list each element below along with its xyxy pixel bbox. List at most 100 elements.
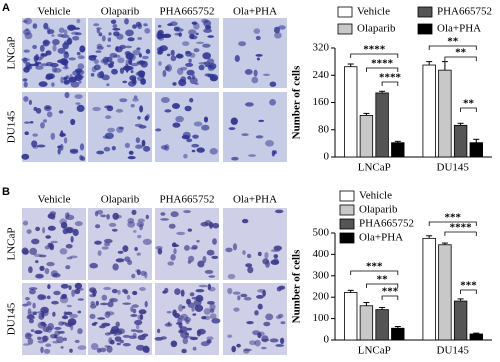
cell: [63, 76, 68, 81]
significance-label: ***: [382, 286, 399, 298]
cell: [27, 314, 35, 320]
cell: [64, 92, 70, 99]
legend-swatch: [339, 204, 355, 216]
cell: [192, 134, 199, 139]
column-label: Ola+PHA: [233, 6, 277, 18]
cell: [110, 19, 117, 24]
legend-swatch: [337, 6, 353, 18]
cell: [170, 253, 176, 261]
cell: [52, 39, 60, 46]
cell: [262, 289, 266, 297]
cell: [51, 300, 59, 305]
cell: [245, 102, 254, 107]
cell: [63, 29, 68, 35]
cell: [69, 148, 79, 153]
cell: [191, 244, 198, 250]
cell: [63, 79, 70, 85]
cell: [92, 289, 97, 295]
cell: [111, 68, 118, 75]
cell: [79, 155, 83, 161]
cell: [242, 250, 246, 255]
significance-bracket: [444, 56, 477, 61]
cell: [184, 245, 190, 251]
cell: [160, 218, 170, 221]
cell: [74, 282, 83, 290]
cell: [93, 23, 100, 27]
cell: [58, 110, 64, 114]
cell: [116, 342, 121, 346]
cell: [45, 235, 51, 239]
cell: [248, 154, 256, 157]
cell: [119, 126, 124, 130]
cell: [251, 76, 259, 84]
cell: [158, 61, 162, 66]
cell: [132, 97, 139, 102]
column-label: Vehicle: [38, 6, 71, 18]
cell: [126, 294, 131, 300]
cell: [43, 119, 47, 123]
cell: [258, 119, 265, 123]
error-bar: [394, 140, 401, 143]
cell: [200, 222, 209, 227]
cell: [54, 330, 60, 337]
cell: [71, 31, 79, 35]
error-bar: [379, 90, 386, 93]
cell: [249, 340, 257, 346]
cell: [136, 269, 141, 276]
cell: [96, 209, 104, 215]
x-tick-label: LNCaP: [358, 345, 391, 357]
cell: [188, 255, 195, 263]
row-label: DU145: [6, 110, 18, 143]
bar: [375, 92, 389, 158]
cell: [240, 293, 248, 298]
cell: [232, 243, 238, 251]
cell: [203, 61, 211, 66]
cell: [35, 107, 42, 114]
cell: [28, 318, 34, 324]
cell: [206, 249, 215, 256]
error-bar: [457, 122, 464, 126]
cell: [231, 345, 236, 353]
bar: [438, 244, 452, 341]
cell: [112, 28, 121, 31]
cell: [246, 253, 252, 259]
cell: [125, 66, 134, 71]
cell: [119, 339, 125, 344]
cell: [57, 47, 66, 54]
significance-bracket: [428, 45, 477, 50]
significance-label: ****: [450, 222, 473, 234]
legend-label: Olaparib: [359, 204, 398, 216]
cell: [59, 144, 64, 151]
cell: [104, 238, 113, 244]
cell: [23, 28, 31, 36]
cell: [181, 348, 187, 354]
cell: [137, 37, 143, 40]
cell: [265, 313, 274, 321]
cell: [237, 295, 241, 301]
cell: [189, 97, 194, 103]
cell: [59, 218, 67, 225]
bar: [344, 66, 358, 158]
cell: [51, 66, 58, 73]
y-axis-label: Number of cells: [291, 249, 303, 323]
cell: [130, 104, 135, 108]
cell: [25, 297, 30, 301]
cell: [164, 144, 170, 151]
cell: [93, 59, 100, 64]
cell: [32, 23, 38, 29]
column-label: Olaparib: [101, 6, 140, 18]
cell: [22, 78, 28, 82]
cell: [136, 329, 144, 333]
cell: [179, 326, 188, 333]
column-label: Olaparib: [101, 194, 140, 206]
cell: [203, 28, 213, 33]
y-tick-label: 240: [313, 69, 330, 81]
cell: [130, 314, 138, 317]
y-tick-label: 0: [324, 334, 330, 346]
cell: [243, 296, 252, 301]
cell: [204, 269, 214, 274]
cell: [24, 121, 31, 124]
cell: [186, 69, 195, 76]
cell: [57, 59, 65, 64]
cell: [70, 323, 74, 331]
